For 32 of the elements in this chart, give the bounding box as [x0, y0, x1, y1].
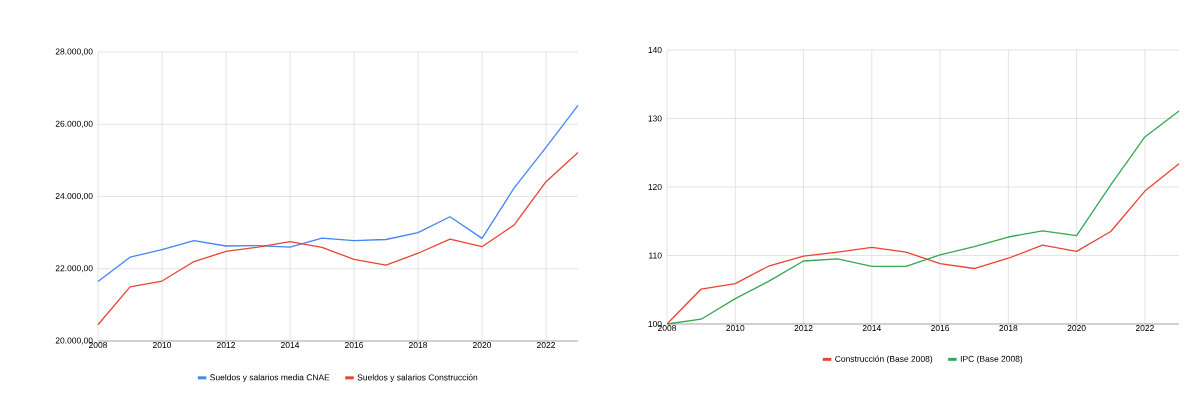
y-tick-label: 26.000,00: [55, 120, 93, 128]
legend-label: Sueldos y salarios media CNAE: [210, 374, 330, 383]
y-tick-label: 110: [649, 252, 662, 259]
y-tick-label: 120: [648, 184, 662, 190]
legend-label: Construcción (Base 2008): [835, 355, 933, 364]
line-series: [666, 110, 1180, 325]
line-series: [97, 151, 579, 326]
x-tick-label: 2020: [1067, 325, 1086, 332]
x-tick-label: 2022: [1135, 325, 1154, 332]
y-tick-label: 28.000,00: [55, 48, 93, 56]
x-tick-label: 2014: [862, 325, 881, 332]
x-tick-label: 2012: [794, 325, 813, 332]
x-tick-label: 2018: [999, 325, 1018, 332]
x-tick-label: 2010: [726, 325, 745, 332]
y-tick-label: 100: [648, 321, 662, 327]
legend-label: IPC (Base 2008): [960, 355, 1023, 364]
x-tick-label: 2008: [658, 325, 677, 332]
line-series: [666, 163, 1180, 325]
x-tick-label: 2014: [281, 342, 300, 349]
legend-label: Sueldos y salarios Construcción: [357, 374, 478, 383]
x-tick-label: 2018: [409, 342, 428, 349]
y-tick-label: 140: [648, 47, 662, 53]
x-tick-label: 2010: [153, 342, 172, 349]
x-tick-label: 2016: [931, 325, 950, 332]
y-tick-label: 22.000,00: [55, 265, 93, 273]
line-series: [97, 104, 579, 283]
x-tick-label: 2022: [537, 342, 555, 349]
x-tick-label: 2012: [217, 342, 235, 349]
x-tick-label: 2020: [473, 342, 492, 349]
y-tick-label: 130: [648, 115, 662, 122]
x-tick-label: 2016: [345, 342, 364, 349]
y-tick-label: 24.000,00: [55, 193, 93, 200]
